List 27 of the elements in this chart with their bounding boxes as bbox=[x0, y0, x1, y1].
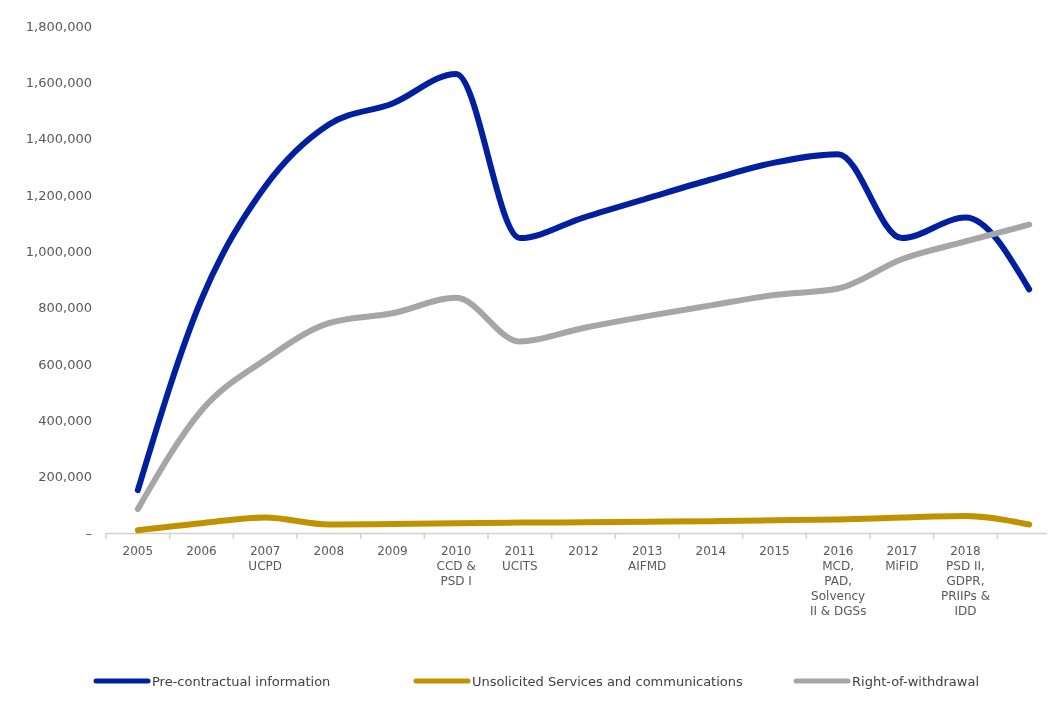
x-tick-label: 2007 UCPD bbox=[248, 544, 282, 573]
x-tick-label: 2006 bbox=[186, 544, 217, 558]
x-tick-label: 2012 bbox=[568, 544, 599, 558]
y-tick-label: 1,600,000 bbox=[25, 74, 92, 90]
y-tick-label: 200,000 bbox=[38, 469, 92, 485]
x-tick-label: 2016 MCD, PAD, Solvency II & DGSs bbox=[809, 544, 867, 618]
x-tick-label: 2013 AIFMD bbox=[628, 544, 667, 573]
x-tick-label: 2015 bbox=[759, 544, 790, 558]
x-tick-label: 2009 bbox=[377, 544, 408, 558]
x-tick-label: 2017 MiFID bbox=[885, 544, 919, 573]
x-tick-label: 2014 bbox=[695, 544, 727, 558]
x-tick-label: 2005 bbox=[122, 544, 154, 558]
x-tick-label: 2018 PSD II, GDPR, PRIIPs & IDD bbox=[940, 544, 991, 618]
legend-label: Unsolicited Services and communications bbox=[472, 673, 744, 689]
y-tick-label: 800,000 bbox=[38, 300, 92, 316]
x-tick-label: 2010 CCD & PSD I bbox=[436, 544, 476, 588]
x-tick-label: 2011 UCITS bbox=[502, 544, 538, 573]
y-tick-label: 600,000 bbox=[38, 356, 92, 372]
y-tick-label: 1,800,000 bbox=[25, 18, 92, 34]
x-tick-label: 2008 bbox=[313, 544, 345, 558]
legend-label: Right-of-withdrawal bbox=[852, 673, 980, 689]
y-tick-label: – bbox=[85, 525, 92, 541]
legend-label: Pre-contractual information bbox=[152, 673, 331, 689]
y-tick-label: 1,400,000 bbox=[25, 131, 92, 147]
y-tick-label: 400,000 bbox=[38, 412, 92, 428]
y-tick-label: 1,000,000 bbox=[25, 243, 92, 259]
y-tick-label: 1,200,000 bbox=[25, 187, 92, 203]
